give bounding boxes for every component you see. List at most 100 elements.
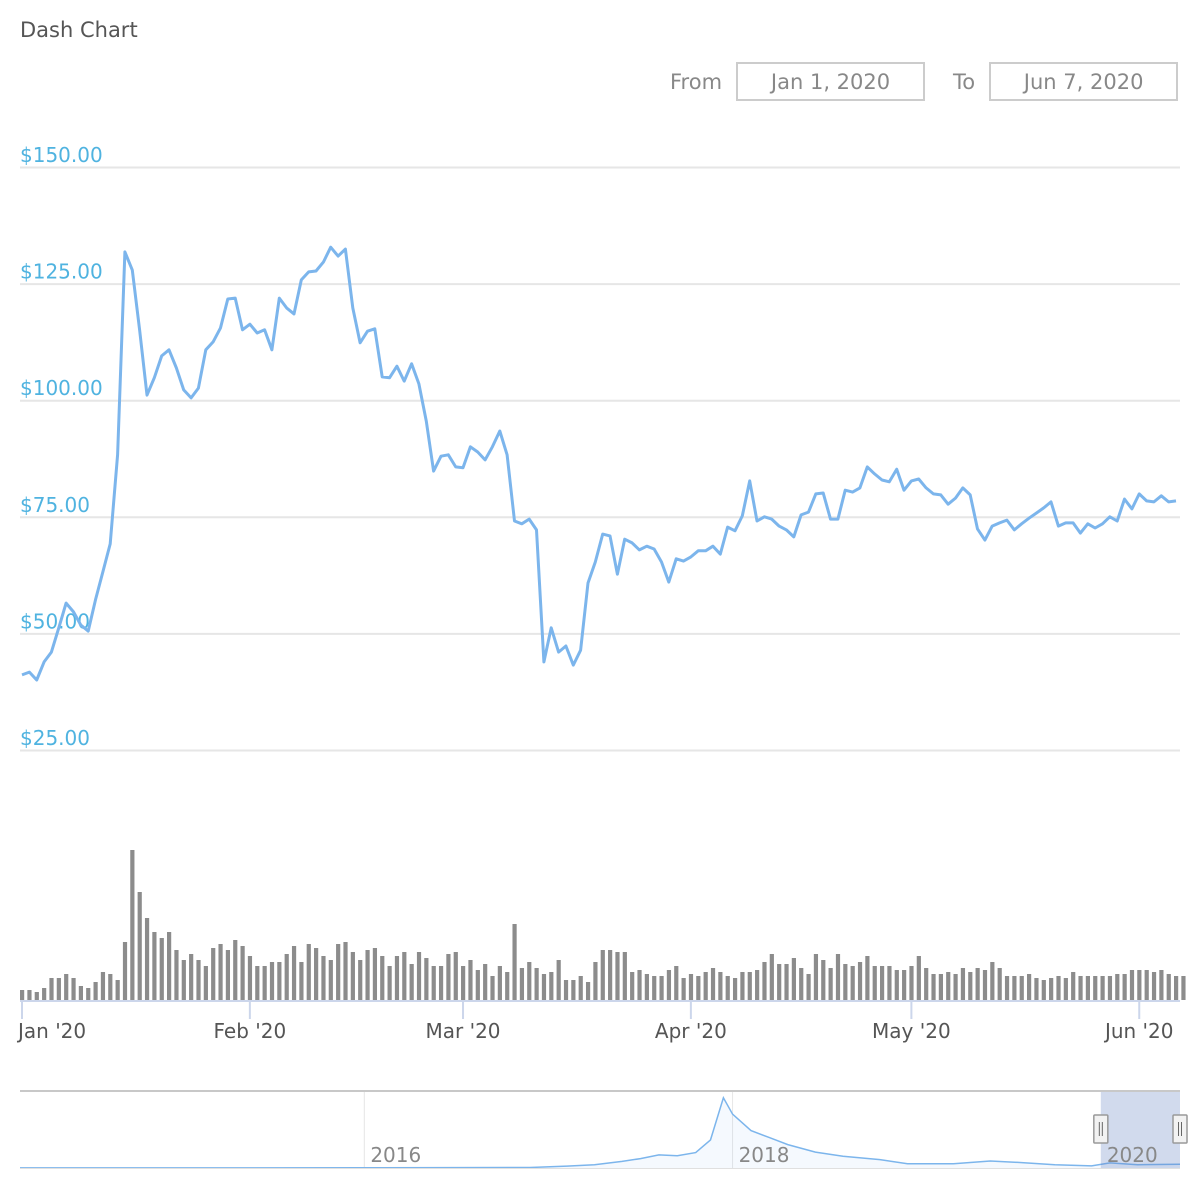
volume-bar xyxy=(732,978,738,1000)
volume-bar xyxy=(468,960,473,1000)
navigator-year-label: 2016 xyxy=(370,1143,421,1167)
volume-bar xyxy=(622,952,627,1000)
volume-bar xyxy=(490,976,495,1000)
volume-bar xyxy=(189,954,194,1000)
volume-bar xyxy=(1137,970,1142,1000)
volume-bar xyxy=(527,962,532,1000)
volume-bar xyxy=(674,966,679,1000)
volume-bar xyxy=(681,978,686,1000)
y-axis-label: $100.00 xyxy=(20,376,103,400)
navigator-left-handle[interactable] xyxy=(1093,1114,1109,1144)
volume-bar xyxy=(924,968,929,1000)
y-axis-label: $25.00 xyxy=(20,726,90,750)
volume-bar xyxy=(497,966,502,1000)
volume-bar xyxy=(975,968,980,1000)
volume-bar xyxy=(130,850,135,1000)
volume-bar xyxy=(49,978,54,1000)
volume-bar xyxy=(982,970,988,1000)
volume-bar xyxy=(644,974,649,1000)
volume-bar xyxy=(835,954,841,1000)
volume-bar xyxy=(416,952,422,1000)
volume-bar xyxy=(122,942,128,1000)
volume-bar xyxy=(740,972,745,1000)
volume-bar xyxy=(144,918,150,1000)
price-line-series[interactable] xyxy=(21,245,1177,682)
volume-bar xyxy=(372,948,378,1000)
volume-bar xyxy=(100,972,106,1000)
navigator-area xyxy=(20,1097,1180,1168)
volume-bar xyxy=(747,972,752,1000)
x-axis-label: Apr '20 xyxy=(655,1019,727,1043)
volume-bar xyxy=(203,966,208,1000)
volume-bar xyxy=(336,944,341,1000)
volume-bar xyxy=(931,974,936,1000)
volume-bar xyxy=(1144,970,1149,1000)
volume-bar xyxy=(461,966,466,1000)
volume-bar xyxy=(534,968,539,1000)
volume-bar xyxy=(255,966,260,1000)
volume-bar xyxy=(828,968,833,1000)
y-axis-label: $150.00 xyxy=(20,143,103,167)
x-axis-label: Feb '20 xyxy=(214,1019,287,1043)
volume-bar xyxy=(34,992,39,1000)
volume-bar xyxy=(512,924,517,1000)
volume-bar xyxy=(262,966,267,1000)
volume-bar xyxy=(225,950,231,1000)
volume-bar xyxy=(1034,978,1039,1000)
volume-bar xyxy=(1049,978,1054,1000)
volume-bar xyxy=(108,974,113,1000)
volume-bar xyxy=(1115,974,1120,1000)
volume-bar xyxy=(475,970,480,1000)
volume-bar xyxy=(409,964,414,1000)
volume-bar xyxy=(483,964,488,1000)
volume-bar xyxy=(578,976,583,1000)
navigator-right-handle[interactable] xyxy=(1172,1114,1188,1144)
volume-bar xyxy=(247,956,253,1000)
volume-bar xyxy=(365,950,370,1000)
volume-bar xyxy=(1041,980,1046,1000)
volume-bar xyxy=(299,962,304,1000)
volume-bar xyxy=(167,932,172,1000)
volume-bar xyxy=(821,960,826,1000)
volume-bar xyxy=(505,972,510,1000)
volume-bar xyxy=(1004,976,1010,1000)
volume-bar xyxy=(424,958,429,1000)
y-axis-label: $75.00 xyxy=(20,493,90,517)
volume-bar xyxy=(1012,976,1017,1000)
volume-bar xyxy=(902,970,907,1000)
volume-bar xyxy=(953,974,958,1000)
volume-bar xyxy=(453,952,458,1000)
volume-bar xyxy=(78,986,84,1000)
volume-bar xyxy=(879,966,885,1000)
volume-bar xyxy=(64,974,69,1000)
volume-bar xyxy=(850,966,855,1000)
from-date-input[interactable]: Jan 1, 2020 xyxy=(736,62,926,101)
volume-bar xyxy=(960,968,966,1000)
volume-bar xyxy=(894,970,899,1000)
volume-bar xyxy=(321,956,326,1000)
volume-bar xyxy=(446,954,451,1000)
to-date-input[interactable]: Jun 7, 2020 xyxy=(989,62,1179,101)
volume-bar xyxy=(519,968,525,1000)
volume-bar xyxy=(585,982,591,1000)
navigator-selected-range[interactable] xyxy=(1100,1092,1180,1168)
volume-bar xyxy=(291,946,297,1000)
volume-bar xyxy=(784,964,789,1000)
volume-bar xyxy=(630,972,635,1000)
range-to: To Jun 7, 2020 xyxy=(953,61,1179,102)
volume-bar xyxy=(56,978,61,1000)
volume-bar xyxy=(887,966,892,1000)
navigator-year-label: 2020 xyxy=(1107,1143,1158,1167)
volume-bar xyxy=(86,988,91,1000)
navigator-year-label: 2018 xyxy=(739,1143,790,1167)
volume-bar xyxy=(358,960,363,1000)
volume-bar xyxy=(608,950,613,1000)
volume-bar xyxy=(277,962,282,1000)
volume-bar xyxy=(71,978,76,1000)
volume-bar xyxy=(541,974,547,1000)
volume-bar xyxy=(269,962,275,1000)
volume-bar xyxy=(710,968,716,1000)
volume-bar xyxy=(387,966,392,1000)
volume-bar xyxy=(431,966,436,1000)
